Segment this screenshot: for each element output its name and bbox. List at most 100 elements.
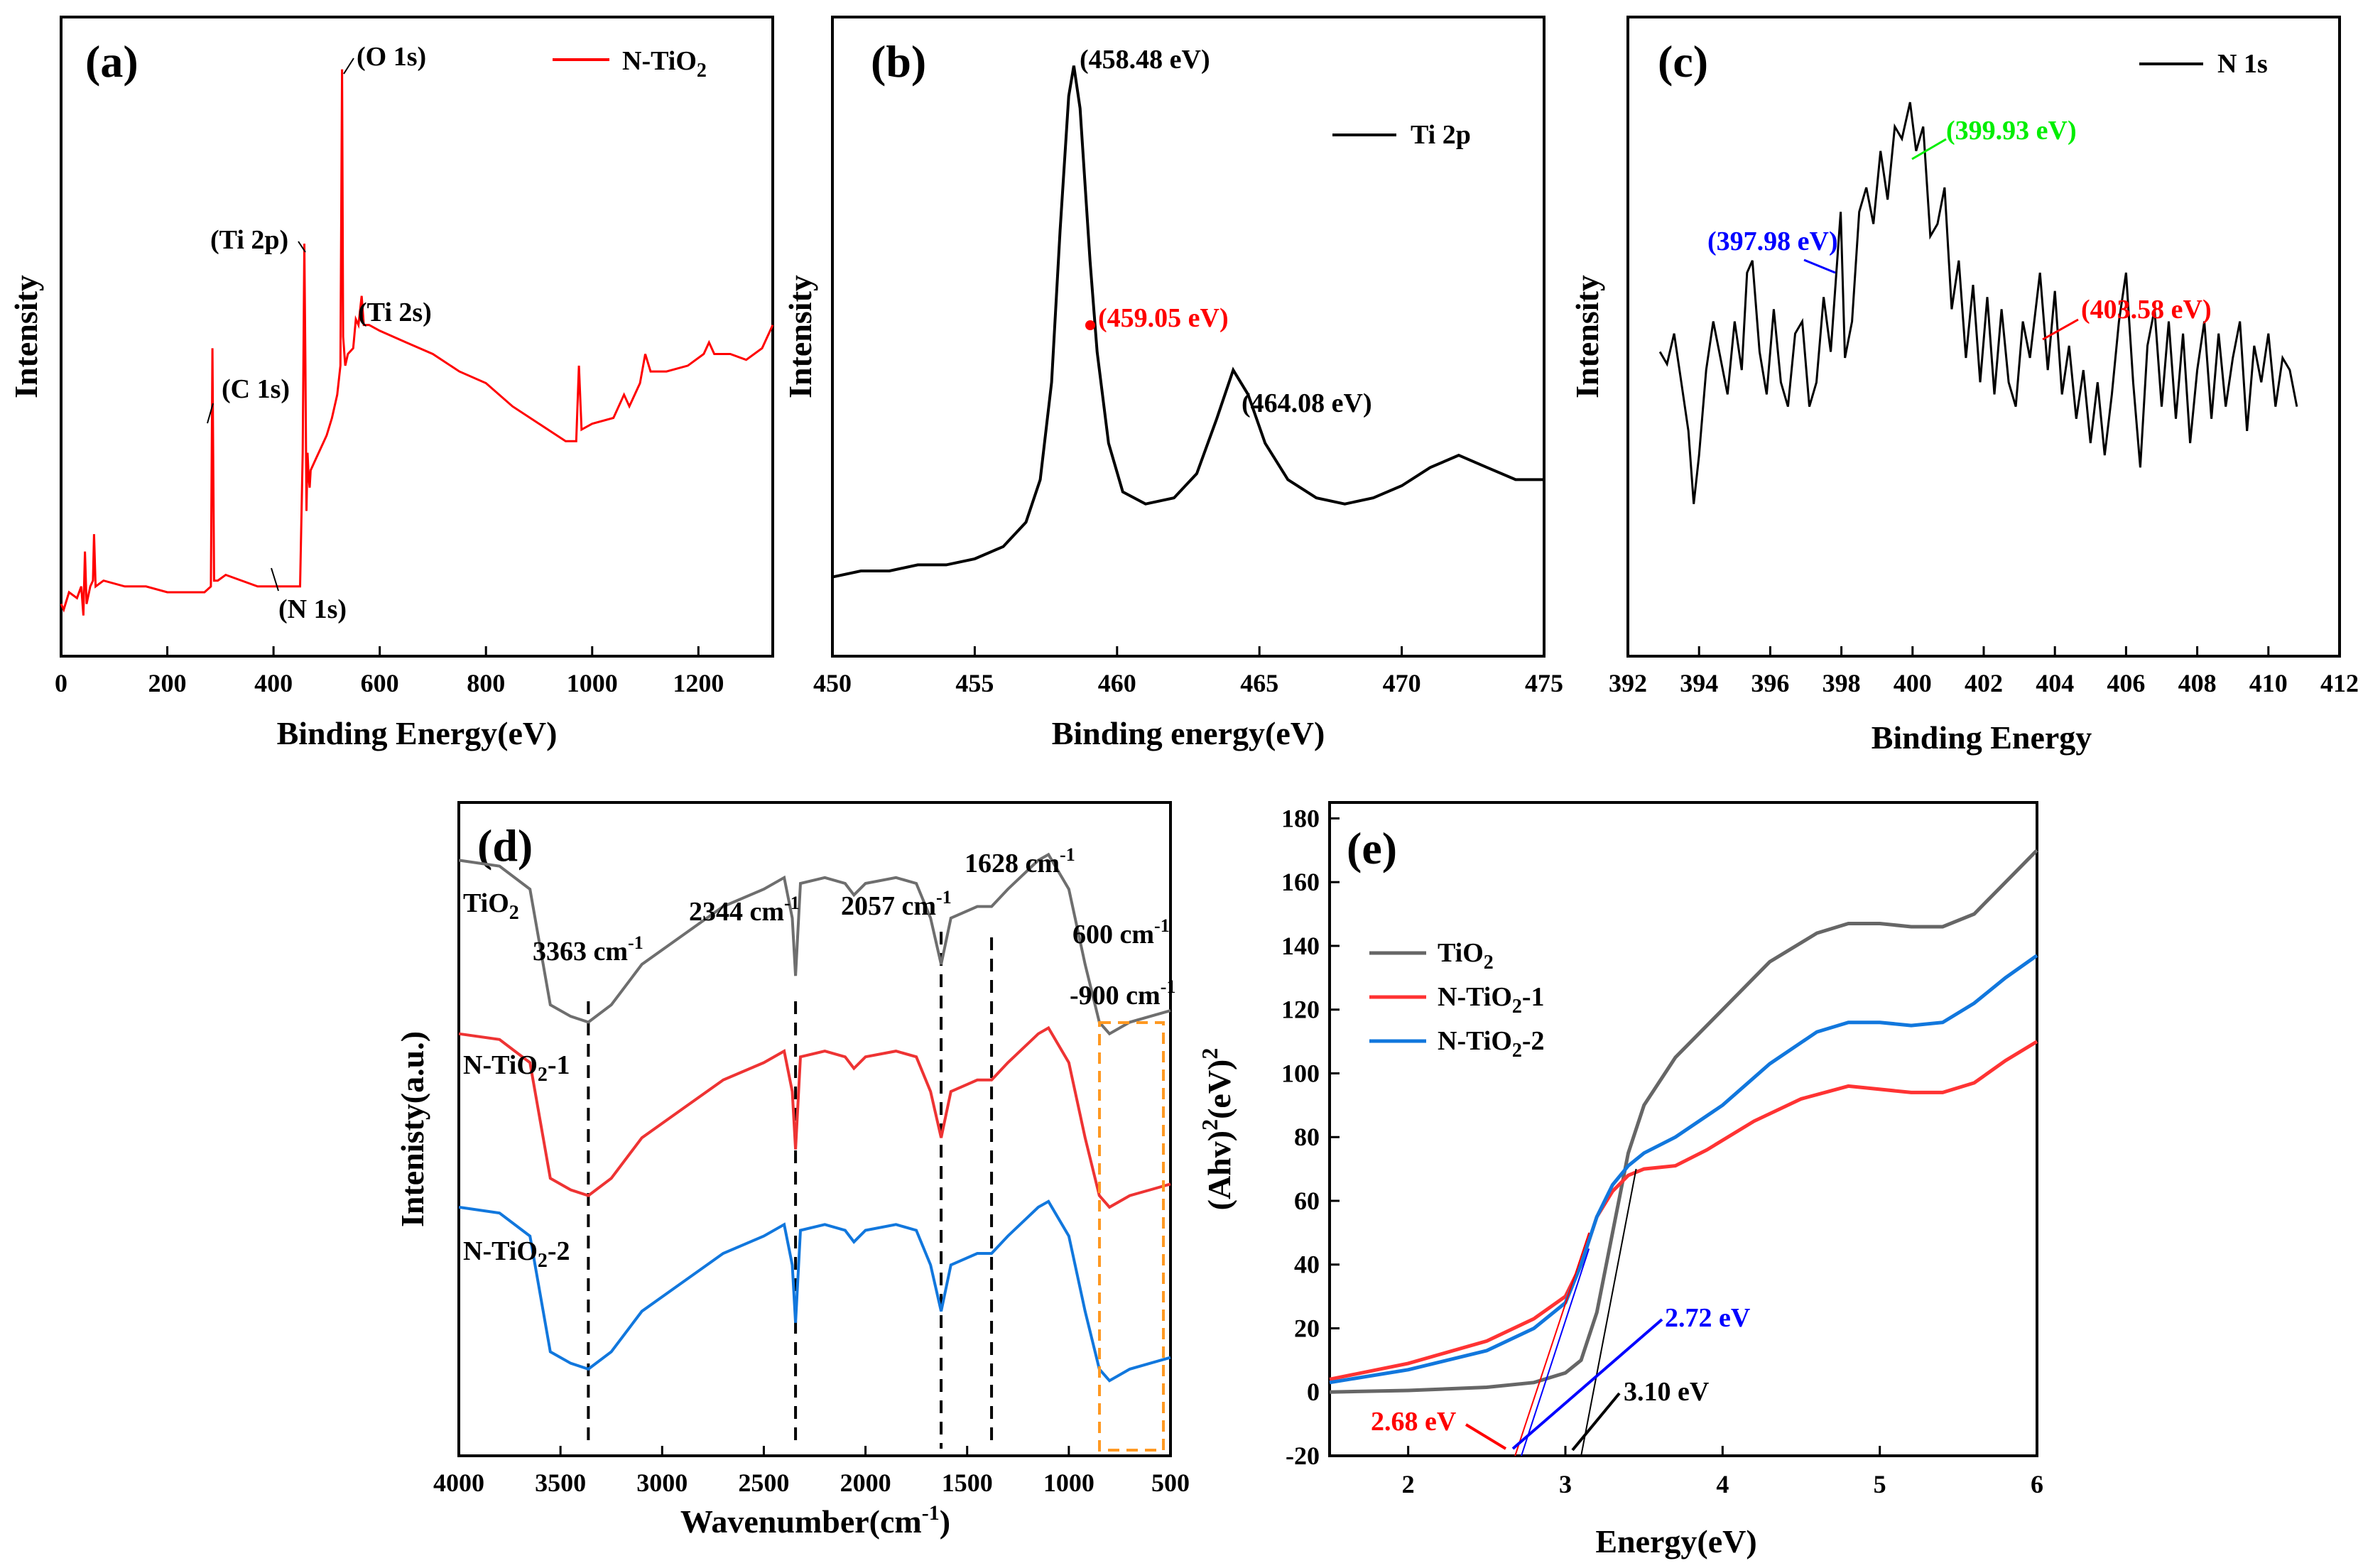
panel-b-ylabel: Intensity — [782, 275, 818, 398]
panel-b-xtick-label: 475 — [1525, 669, 1563, 697]
panel-e-ytick-label: -20 — [1286, 1442, 1320, 1470]
panel-d-xlabel: Wavenumber(cm-1) — [680, 1501, 950, 1540]
panel-d-xtick-label: 1500 — [942, 1469, 993, 1497]
panel-d-ann-900: -900 cm-1 — [1070, 976, 1175, 1011]
panel-d-label: (d) — [477, 820, 533, 871]
panel-a-ann-ti2p: (Ti 2p) — [210, 225, 288, 255]
panel-e-tangent — [1521, 1248, 1590, 1457]
panel-d-ann-1628: 1628 cm-1 — [965, 844, 1075, 878]
panel-e-xtick-label: 2 — [1402, 1470, 1415, 1498]
panel-c-xtick-label: 406 — [2107, 669, 2145, 697]
panel-e-yticks: -20 0 20 40 60 80 100 120 140 160 180 — [1281, 804, 1340, 1470]
panel-a-xtick-label: 600 — [361, 669, 399, 697]
panel-a-ann-o1s: (O 1s) — [357, 42, 426, 72]
panel-a-xtick-label: 0 — [55, 669, 67, 697]
panel-c-xtick-label: 394 — [1680, 669, 1718, 697]
panel-c-ann-39993: (399.93 eV) — [1946, 116, 2077, 146]
panel-a-ann-ti2s: (Ti 2s) — [358, 298, 432, 327]
panel-d-xtick-label: 4000 — [433, 1469, 484, 1497]
panel-b-legend-label: Ti 2p — [1411, 120, 1471, 150]
panel-e-series-n-tio2-2 — [1329, 954, 2038, 1385]
panel-a-series-line — [60, 69, 774, 616]
panel-c-leader-40358 — [2042, 318, 2079, 341]
panel-a-xtick-label: 800 — [467, 669, 505, 697]
panel-e-label: (e) — [1347, 823, 1397, 873]
panel-b-label: (b) — [871, 36, 926, 87]
panel-b-xlabel: Binding energy(eV) — [1052, 715, 1325, 751]
panel-e-series-tio2 — [1329, 849, 2038, 1394]
panel-b-xtick-label: 455 — [955, 669, 994, 697]
panel-e-legend-ntio2-1: N-TiO2-1 — [1438, 982, 1545, 1018]
panel-e-ytick-label: 20 — [1294, 1314, 1320, 1342]
panel-e-ytick-label: 60 — [1294, 1187, 1320, 1215]
panel-d-xticks: 4000 3500 3000 2500 2000 1500 1000 500 — [433, 1446, 1190, 1497]
panel-b-xtick-label: 465 — [1240, 669, 1278, 697]
panel-b-series-line — [832, 65, 1544, 579]
panel-e-xtick-label: 4 — [1716, 1470, 1729, 1498]
panel-c-xtick-label: 396 — [1751, 669, 1789, 697]
panel-c-ann-39798: (397.98 eV) — [1707, 227, 1838, 256]
panel-d-vlines — [587, 932, 994, 1449]
panel-e-ann-310: 3.10 eV — [1624, 1377, 1710, 1407]
panel-e-ytick-label: 120 — [1281, 996, 1320, 1024]
panel-c-xlabel: Binding Energy — [1872, 719, 2092, 756]
panel-a-xlabel: Binding Energy(eV) — [277, 715, 558, 751]
panel-b-xtick-label: 470 — [1383, 669, 1421, 697]
panel-a-xtick-label: 1200 — [673, 669, 724, 697]
panel-a-ann-c1s: (C 1s) — [222, 374, 290, 404]
panel-c-legend-label: N 1s — [2217, 49, 2268, 79]
panel-e-tangent — [1580, 1168, 1637, 1457]
panel-e-tangent — [1514, 1232, 1590, 1457]
panel-a-leader-n1s — [271, 567, 279, 592]
panel-c-xtick-label: 412 — [2320, 669, 2359, 697]
panel-e-tangent-lines — [1514, 1168, 1637, 1457]
panel-e-xtick-label: 6 — [2031, 1470, 2043, 1498]
panel-d-xtick-label: 2000 — [840, 1469, 891, 1497]
panel-d-label-tio2: TiO2 — [463, 888, 519, 924]
panel-e-arrow-268 — [1465, 1423, 1507, 1450]
panel-e-ann-272: 2.72 eV — [1665, 1303, 1751, 1333]
panel-e-arrow-272 — [1511, 1318, 1663, 1450]
panel-b-ann-45905: (459.05 eV) — [1098, 303, 1229, 333]
panel-c-ylabel: Intensity — [1569, 275, 1605, 398]
panel-e-legend-tio2: TiO2 — [1438, 938, 1494, 974]
panel-a-label: (a) — [85, 36, 138, 87]
panel-d-xtick-label: 2500 — [738, 1469, 789, 1497]
panel-c-leader-39798 — [1803, 258, 1836, 274]
panel-e: (e) 2 3 4 5 6 -20 0 20 40 60 80 100 120 140 160 180 En… — [1197, 801, 2043, 1559]
panel-d-series-n-tio2-1 — [458, 1025, 1171, 1209]
panel-d-xtick-label: 3500 — [535, 1469, 586, 1497]
panel-a-ylabel: Intensity — [8, 275, 44, 398]
panel-c-xtick-label: 398 — [1823, 669, 1861, 697]
panel-a-leader-ti2p — [298, 241, 306, 253]
panel-d-xtick-label: 1000 — [1043, 1469, 1094, 1497]
panel-e-series-lines — [1329, 849, 2038, 1394]
panel-e-legend-ntio2-2: N-TiO2-2 — [1438, 1026, 1545, 1062]
panel-c: (c) 392 394 396 398 400 402 404 406 408 410 412 Bi… — [1569, 16, 2359, 756]
panel-b-ann-45848: (458.48 eV) — [1080, 45, 1210, 75]
panel-a-xtick-label: 400 — [254, 669, 293, 697]
panel-c-label: (c) — [1658, 36, 1708, 87]
panel-a-ann-n1s: (N 1s) — [278, 594, 347, 624]
panel-a-leader-c1s — [207, 403, 214, 424]
panel-a: (a) 0 200 400 600 800 1000 1200 Binding Energy… — [8, 16, 774, 751]
panel-d: (d) 4000 3500 3000 2500 2000 1500 1000 500 Wave… — [394, 801, 1190, 1540]
panel-b: (b) 450 455 460 465 470 475 Binding energy(eV… — [782, 16, 1563, 751]
panel-e-xlabel: Energy(eV) — [1595, 1523, 1756, 1559]
panel-e-xticks: 2 3 4 5 6 — [1402, 1446, 2043, 1498]
panel-d-ann-3363: 3363 cm-1 — [533, 932, 643, 967]
panel-c-xticks: 392 394 396 398 400 402 404 406 408 410 412 — [1609, 646, 2359, 697]
panel-b-frame — [831, 16, 1546, 658]
panel-b-marker-45905 — [1085, 320, 1095, 330]
panel-c-xtick-label: 400 — [1894, 669, 1932, 697]
panel-e-ytick-label: 160 — [1281, 868, 1320, 896]
panel-b-xtick-label: 460 — [1098, 669, 1136, 697]
panel-c-leader-39993 — [1911, 138, 1947, 160]
panel-c-xtick-label: 404 — [2036, 669, 2074, 697]
panel-d-xtick-label: 3000 — [636, 1469, 688, 1497]
panel-e-ytick-label: 100 — [1281, 1059, 1320, 1087]
panel-e-ytick-label: 180 — [1281, 804, 1320, 832]
panel-d-series-n-tio2-2 — [458, 1199, 1171, 1383]
panel-d-ylabel: Intenisty(a.u.) — [394, 1031, 430, 1227]
